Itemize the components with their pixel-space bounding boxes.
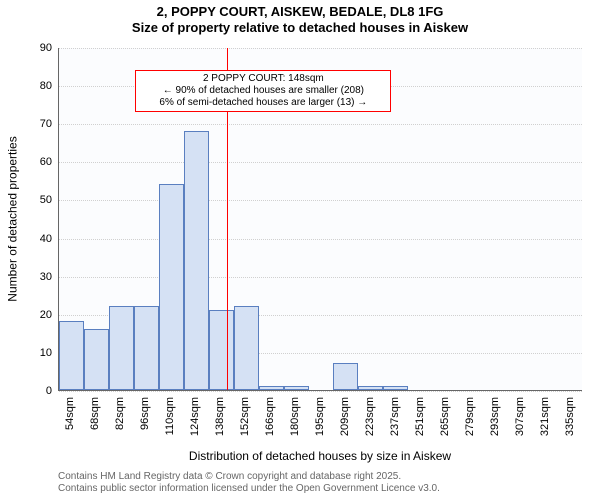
x-tick-label: 110sqm [164, 397, 176, 435]
gridline [59, 48, 582, 49]
histogram-bar [383, 386, 408, 390]
gridline [59, 200, 582, 201]
x-tick-label: 307sqm [514, 397, 526, 436]
histogram-bar [209, 310, 234, 390]
y-tick-label: 0 [0, 385, 52, 397]
x-tick-label: 223sqm [364, 397, 376, 436]
histogram-bar [259, 386, 284, 390]
x-tick-label: 124sqm [189, 397, 201, 436]
x-tick-label: 335sqm [564, 397, 576, 436]
x-tick-label: 180sqm [289, 397, 301, 436]
x-tick-label: 279sqm [464, 397, 476, 436]
x-axis-label: Distribution of detached houses by size … [58, 449, 582, 463]
chart-title: 2, POPPY COURT, AISKEW, BEDALE, DL8 1FG … [0, 4, 600, 37]
histogram-bar [333, 363, 358, 390]
y-tick-label: 10 [0, 347, 52, 359]
annotation-line: ← 90% of detached houses are smaller (20… [140, 85, 386, 97]
histogram-bar [184, 131, 209, 390]
gridline [59, 124, 582, 125]
footer-attribution: Contains HM Land Registry data © Crown c… [58, 471, 440, 495]
y-tick-label: 20 [0, 309, 52, 321]
x-tick-label: 96sqm [139, 397, 151, 430]
x-tick-label: 82sqm [114, 397, 126, 430]
gridline [59, 162, 582, 163]
y-tick-label: 90 [0, 42, 52, 54]
x-tick-label: 195sqm [314, 397, 326, 436]
gridline [59, 391, 582, 392]
histogram-bar [59, 321, 84, 390]
y-tick-label: 60 [0, 156, 52, 168]
gridline [59, 239, 582, 240]
histogram-bar [159, 184, 184, 390]
x-tick-label: 251sqm [414, 397, 426, 436]
annotation-line: 6% of semi-detached houses are larger (1… [140, 97, 386, 109]
x-tick-label: 237sqm [389, 397, 401, 436]
chart-container: 2, POPPY COURT, AISKEW, BEDALE, DL8 1FG … [0, 0, 600, 500]
y-tick-label: 50 [0, 194, 52, 206]
x-tick-label: 321sqm [539, 397, 551, 436]
y-tick-label: 30 [0, 271, 52, 283]
footer-line1: Contains HM Land Registry data © Crown c… [58, 471, 440, 483]
footer-line2: Contains public sector information licen… [58, 483, 440, 495]
x-tick-label: 152sqm [239, 397, 251, 436]
histogram-bar [109, 306, 134, 390]
title-line1: 2, POPPY COURT, AISKEW, BEDALE, DL8 1FG [157, 4, 444, 19]
histogram-bar [358, 386, 383, 390]
x-tick-label: 265sqm [439, 397, 451, 436]
x-tick-label: 54sqm [64, 397, 76, 430]
y-tick-label: 80 [0, 80, 52, 92]
y-tick-label: 40 [0, 233, 52, 245]
x-tick-label: 166sqm [264, 397, 276, 436]
x-tick-label: 209sqm [339, 397, 351, 436]
histogram-bar [84, 329, 109, 390]
annotation-box: 2 POPPY COURT: 148sqm← 90% of detached h… [135, 70, 391, 112]
x-tick-label: 293sqm [489, 397, 501, 436]
x-tick-label: 138sqm [214, 397, 226, 436]
gridline [59, 277, 582, 278]
title-line2: Size of property relative to detached ho… [132, 20, 468, 35]
y-axis-label: Number of detached properties [5, 47, 19, 390]
y-tick-label: 70 [0, 118, 52, 130]
histogram-bar [134, 306, 159, 390]
plot-area: 2 POPPY COURT: 148sqm← 90% of detached h… [58, 48, 582, 391]
annotation-line: 2 POPPY COURT: 148sqm [140, 73, 386, 85]
histogram-bar [284, 386, 309, 390]
histogram-bar [234, 306, 259, 390]
x-tick-label: 68sqm [89, 397, 101, 430]
